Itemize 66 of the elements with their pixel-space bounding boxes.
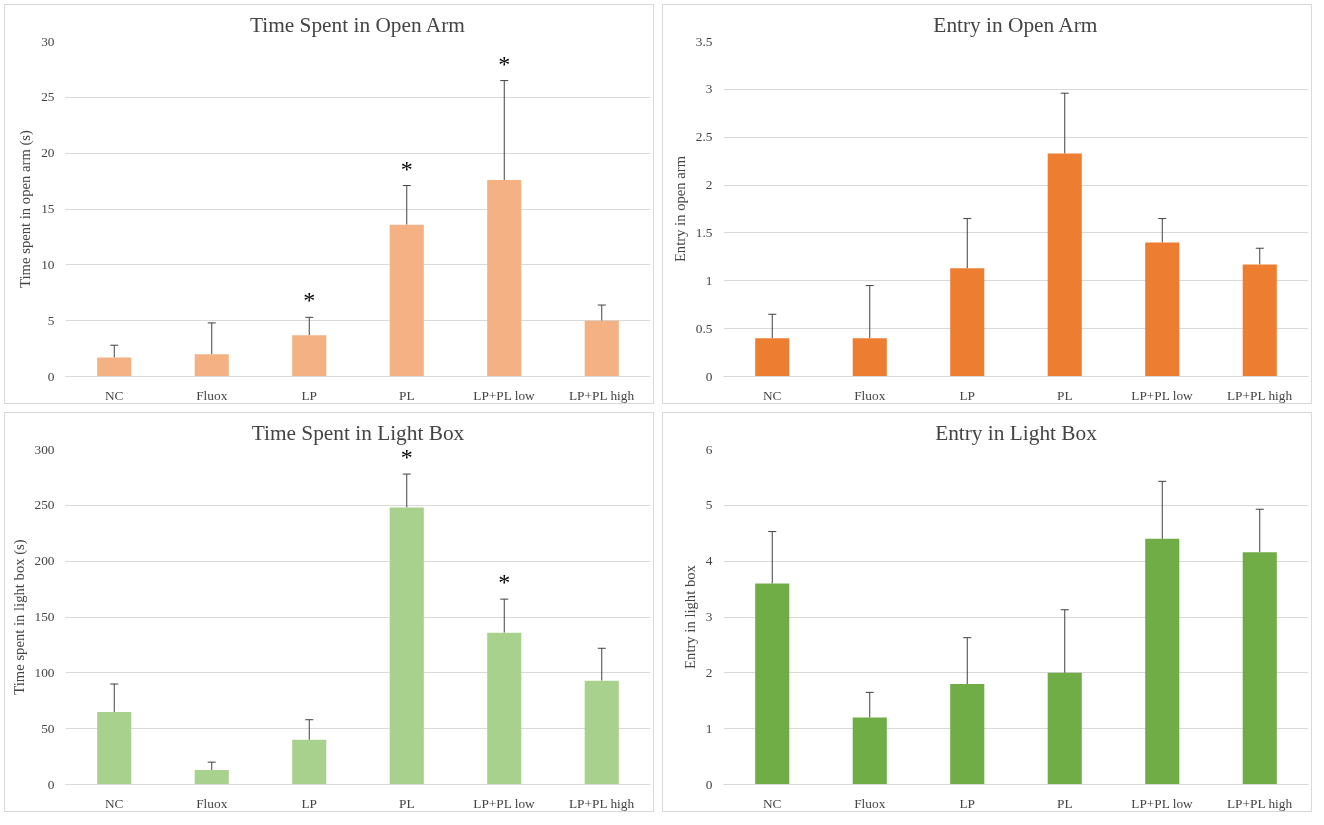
x-tick-label: LP+PL low: [1131, 795, 1194, 811]
annotation: *: [498, 569, 511, 596]
y-tick-label: 3.5: [695, 33, 713, 49]
x-tick-label: LP: [959, 795, 976, 811]
x-tick-label: LP+PL low: [473, 795, 536, 811]
annotation: *: [400, 444, 413, 471]
x-tick-label: NC: [104, 795, 124, 811]
x-tick-label: LP+PL low: [1131, 387, 1194, 403]
x-tick-label: PL: [398, 795, 415, 811]
y-tick-label: 250: [34, 497, 55, 513]
y-tick-label: 5: [47, 312, 55, 328]
x-tick-label: LP: [301, 795, 318, 811]
y-tick-label: 5: [705, 497, 713, 513]
x-tick-label: LP+PL high: [1226, 795, 1293, 811]
x-tick-label: PL: [1056, 387, 1073, 403]
x-tick-label: LP: [959, 387, 976, 403]
annotation: *: [303, 287, 316, 314]
y-axis-title: Entry in light box: [681, 564, 698, 669]
x-tick-label: LP+PL high: [568, 795, 635, 811]
x-tick-label: Fluox: [854, 387, 886, 403]
y-tick-label: 0: [47, 368, 55, 384]
y-axis-title: Time spent in light box (s): [10, 539, 28, 695]
annotation: *: [498, 50, 511, 77]
x-tick-label: LP+PL high: [568, 387, 635, 403]
x-tick-label: NC: [762, 387, 782, 403]
y-tick-label: 20: [41, 145, 55, 161]
y-axis-title: Time spent in open arm (s): [17, 129, 35, 288]
chart-title: Entry in Open Arm: [933, 12, 1098, 37]
y-axis-title: Entry in open arm: [671, 155, 688, 263]
y-tick-label: 30: [41, 33, 55, 49]
y-tick-label: 1: [705, 720, 713, 736]
chart-title: Time Spent in Open Arm: [249, 12, 466, 37]
x-tick-label: LP+PL low: [473, 387, 536, 403]
y-tick-label: 6: [705, 441, 713, 457]
y-tick-label: 25: [41, 89, 55, 105]
y-tick-label: 10: [41, 256, 55, 272]
y-tick-label: 15: [41, 201, 55, 216]
x-tick-label: Fluox: [196, 387, 228, 403]
y-tick-label: 1.5: [695, 224, 713, 240]
y-tick-label: 0: [47, 776, 55, 792]
y-tick-label: 150: [34, 609, 55, 624]
x-tick-label: PL: [1056, 795, 1073, 811]
y-tick-label: 4: [705, 553, 713, 569]
x-tick-label: PL: [398, 387, 415, 403]
y-tick-label: 1: [705, 272, 713, 288]
y-tick-label: 3: [705, 81, 713, 97]
y-tick-label: 50: [41, 720, 55, 736]
x-tick-label: Fluox: [854, 795, 886, 811]
y-tick-label: 2: [705, 664, 713, 680]
y-tick-label: 200: [34, 553, 55, 569]
x-tick-label: LP: [301, 387, 318, 403]
x-tick-label: NC: [762, 795, 782, 811]
y-tick-label: 100: [34, 664, 55, 680]
annotation: *: [400, 155, 413, 182]
chart-title: Entry in Light Box: [935, 420, 1098, 445]
x-tick-label: NC: [104, 387, 124, 403]
x-tick-label: Fluox: [196, 795, 228, 811]
y-tick-label: 0.5: [695, 320, 713, 336]
chart-title: Time Spent in Light Box: [251, 420, 465, 445]
y-tick-label: 0: [705, 776, 713, 792]
y-tick-label: 0: [705, 368, 713, 384]
y-tick-label: 300: [34, 441, 55, 457]
y-tick-label: 2.5: [695, 129, 713, 145]
y-tick-label: 3: [705, 609, 713, 624]
x-tick-label: LP+PL high: [1226, 387, 1293, 403]
y-tick-label: 2: [705, 177, 713, 193]
